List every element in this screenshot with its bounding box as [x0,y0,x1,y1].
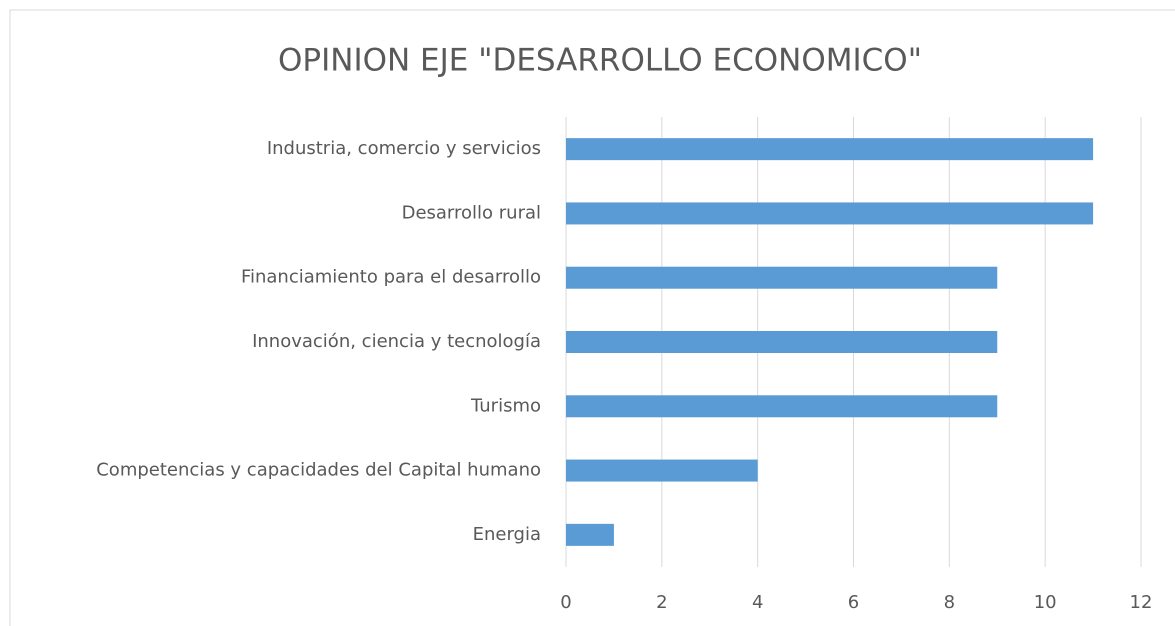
bar [566,331,998,353]
bar [566,138,1094,161]
y-tick-label: Competencias y capacidades del Capital h… [96,460,541,481]
bar [566,266,998,289]
chart-title: OPINION EJE "DESARROLLO ECONOMICO" [278,43,922,79]
y-tick-label: Financiamiento para el desarrollo [241,267,541,288]
x-tick-label: 0 [560,592,571,613]
bar [566,523,614,546]
chart-frame [9,9,1175,626]
x-tick-label: 6 [848,592,859,613]
y-tick-label: Desarrollo rural [402,202,541,223]
x-tick-label: 8 [944,592,955,613]
y-tick-label: Energia [473,524,541,545]
y-tick-label: Turismo [470,395,541,416]
x-tick-label: 2 [656,592,667,613]
bar [566,202,1094,225]
bar [566,459,758,482]
y-tick-label: Innovación, ciencia y tecnología [252,331,541,352]
x-tick-label: 10 [1034,592,1057,613]
bar [566,395,998,418]
y-tick-label: Industria, comercio y servicios [267,138,541,159]
x-tick-label: 4 [752,592,763,613]
x-tick-label: 12 [1130,592,1153,613]
